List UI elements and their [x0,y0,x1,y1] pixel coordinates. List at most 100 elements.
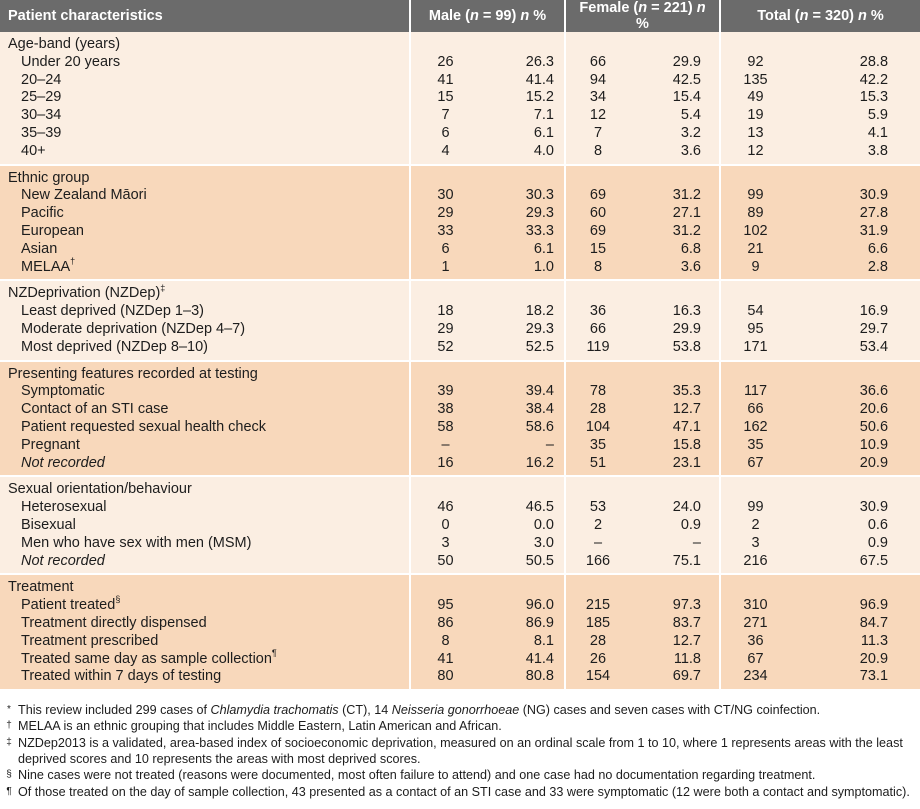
female-percent: 6.8 [630,240,720,259]
footnote-marker: † [6,720,12,732]
table-row: Symptomatic 39 39.4 78 35.3 117 36.6 [0,383,920,402]
table-row: Patient treated§ 95 96.0 215 97.3 310 96.9 [0,595,920,615]
male-count: 16 [409,454,480,477]
section-group: Sexual orientation/behaviour Heterosexual… [0,475,920,575]
female-percent: 24.0 [630,499,720,517]
row-label: Least deprived (NZDep 1–3) [0,303,410,321]
total-count: 99 [719,499,790,517]
row-label: Moderate deprivation (NZDep 4–7) [0,320,410,339]
total-percent: 73.1 [790,668,920,690]
female-percent: 12.7 [630,632,720,651]
total-count: 99 [719,187,790,206]
table-row: New Zealand Māori 30 30.3 69 31.2 99 30.9 [0,187,920,206]
male-count: 41 [409,650,480,669]
female-percent: 15.8 [630,436,720,455]
male-count: 15 [409,89,480,108]
row-label: Treated same day as sample collection¶ [0,648,410,669]
female-count: 154 [564,668,630,690]
table-row: MELAA† 1 1.0 8 3.6 9 2.8 [0,256,920,281]
male-percent: 80.8 [480,668,565,690]
total-percent: 6.6 [790,240,920,259]
total-count: 9 [719,258,790,281]
female-count: 78 [564,383,630,402]
header-total: Total (n = 320) n % [718,0,920,32]
female-percent: 12.7 [630,401,720,419]
table-row: European 33 33.3 69 31.2 102 31.9 [0,222,920,241]
footnote-text: NZDep2013 is a validated, area-based ind… [18,735,903,766]
total-count: 19 [719,107,790,125]
female-percent: 3.6 [630,258,720,281]
male-count: 3 [409,534,480,553]
male-percent: 38.4 [480,401,565,419]
total-percent: 28.8 [790,53,920,72]
male-count: 26 [409,53,480,72]
male-percent: 30.3 [480,187,565,206]
male-percent: 0.0 [480,516,565,535]
footnote-text: Nine cases were not treated (reasons wer… [18,768,816,783]
male-count: 30 [409,187,480,206]
table-row: 40+ 4 4.0 8 3.6 12 3.8 [0,142,920,165]
female-count: 185 [564,614,630,633]
table-row: Moderate deprivation (NZDep 4–7) 29 29.3 66… [0,320,920,339]
table-row: Heterosexual 46 46.5 53 24.0 99 30.9 [0,499,920,517]
total-count: 310 [719,597,790,615]
female-count: 8 [564,258,630,281]
row-label: 40+ [0,142,410,165]
row-label: Men who have sex with men (MSM) [0,534,410,553]
male-percent: 50.5 [480,552,565,575]
female-count: 94 [564,71,630,90]
female-count: 28 [564,401,630,419]
female-percent: 42.5 [630,71,720,90]
total-percent: 42.2 [790,71,920,90]
total-count: 117 [719,383,790,402]
male-count: 95 [409,597,480,615]
total-count: 171 [719,338,790,361]
section-group: Ethnic group New Zealand Māori 30 30.3 69 31.… [0,163,920,281]
table-row: Men who have sex with men (MSM) 3 3.0– –3 0.… [0,534,920,553]
female-count: 26 [564,650,630,669]
female-count: – [564,534,630,553]
female-percent: 47.1 [630,418,720,437]
male-percent: 26.3 [480,53,565,72]
total-percent: 15.3 [790,89,920,108]
female-count: 28 [564,632,630,651]
female-percent: 16.3 [630,303,720,321]
table-row: 20–24 41 41.4 94 42.5 135 42.2 [0,71,920,90]
footnote-text: Of those treated on the day of sample co… [18,784,910,799]
male-percent: 1.0 [480,258,565,281]
total-percent: 53.4 [790,338,920,361]
total-percent: 5.9 [790,107,920,125]
row-label: Pregnant [0,436,410,455]
row-label: 25–29 [0,89,410,108]
female-count: 53 [564,499,630,517]
total-count: 13 [719,124,790,143]
header-female: Female (n = 221) n % [564,0,720,32]
male-percent: 3.0 [480,534,565,553]
female-count: 34 [564,89,630,108]
total-count: 21 [719,240,790,259]
total-percent: 27.8 [790,205,920,223]
male-count: 41 [409,71,480,90]
row-label: Symptomatic [0,383,410,402]
female-percent: 31.2 [630,222,720,241]
row-label: Not recorded [0,454,410,477]
male-percent: 86.9 [480,614,565,633]
table-row: Under 20 years 26 26.3 66 29.9 92 28.8 [0,53,920,72]
total-percent: 20.6 [790,401,920,419]
female-count: 215 [564,597,630,615]
section-title-row: Sexual orientation/behaviour [0,475,920,500]
female-count: 2 [564,516,630,535]
section-title-row: Treatment [0,573,920,598]
total-percent: 0.9 [790,534,920,553]
female-count: 104 [564,418,630,437]
total-count: 95 [719,320,790,339]
table-row: Least deprived (NZDep 1–3) 18 18.2 36 16.3 54… [0,303,920,321]
female-count: 69 [564,187,630,206]
male-percent: 15.2 [480,89,565,108]
row-label: Bisexual [0,516,410,535]
female-count: 66 [564,320,630,339]
female-count: 51 [564,454,630,477]
table-row: 30–34 7 7.1 12 5.4 19 5.9 [0,107,920,125]
table-row: Pacific 29 29.3 60 27.1 89 27.8 [0,205,920,223]
total-percent: 30.9 [790,187,920,206]
